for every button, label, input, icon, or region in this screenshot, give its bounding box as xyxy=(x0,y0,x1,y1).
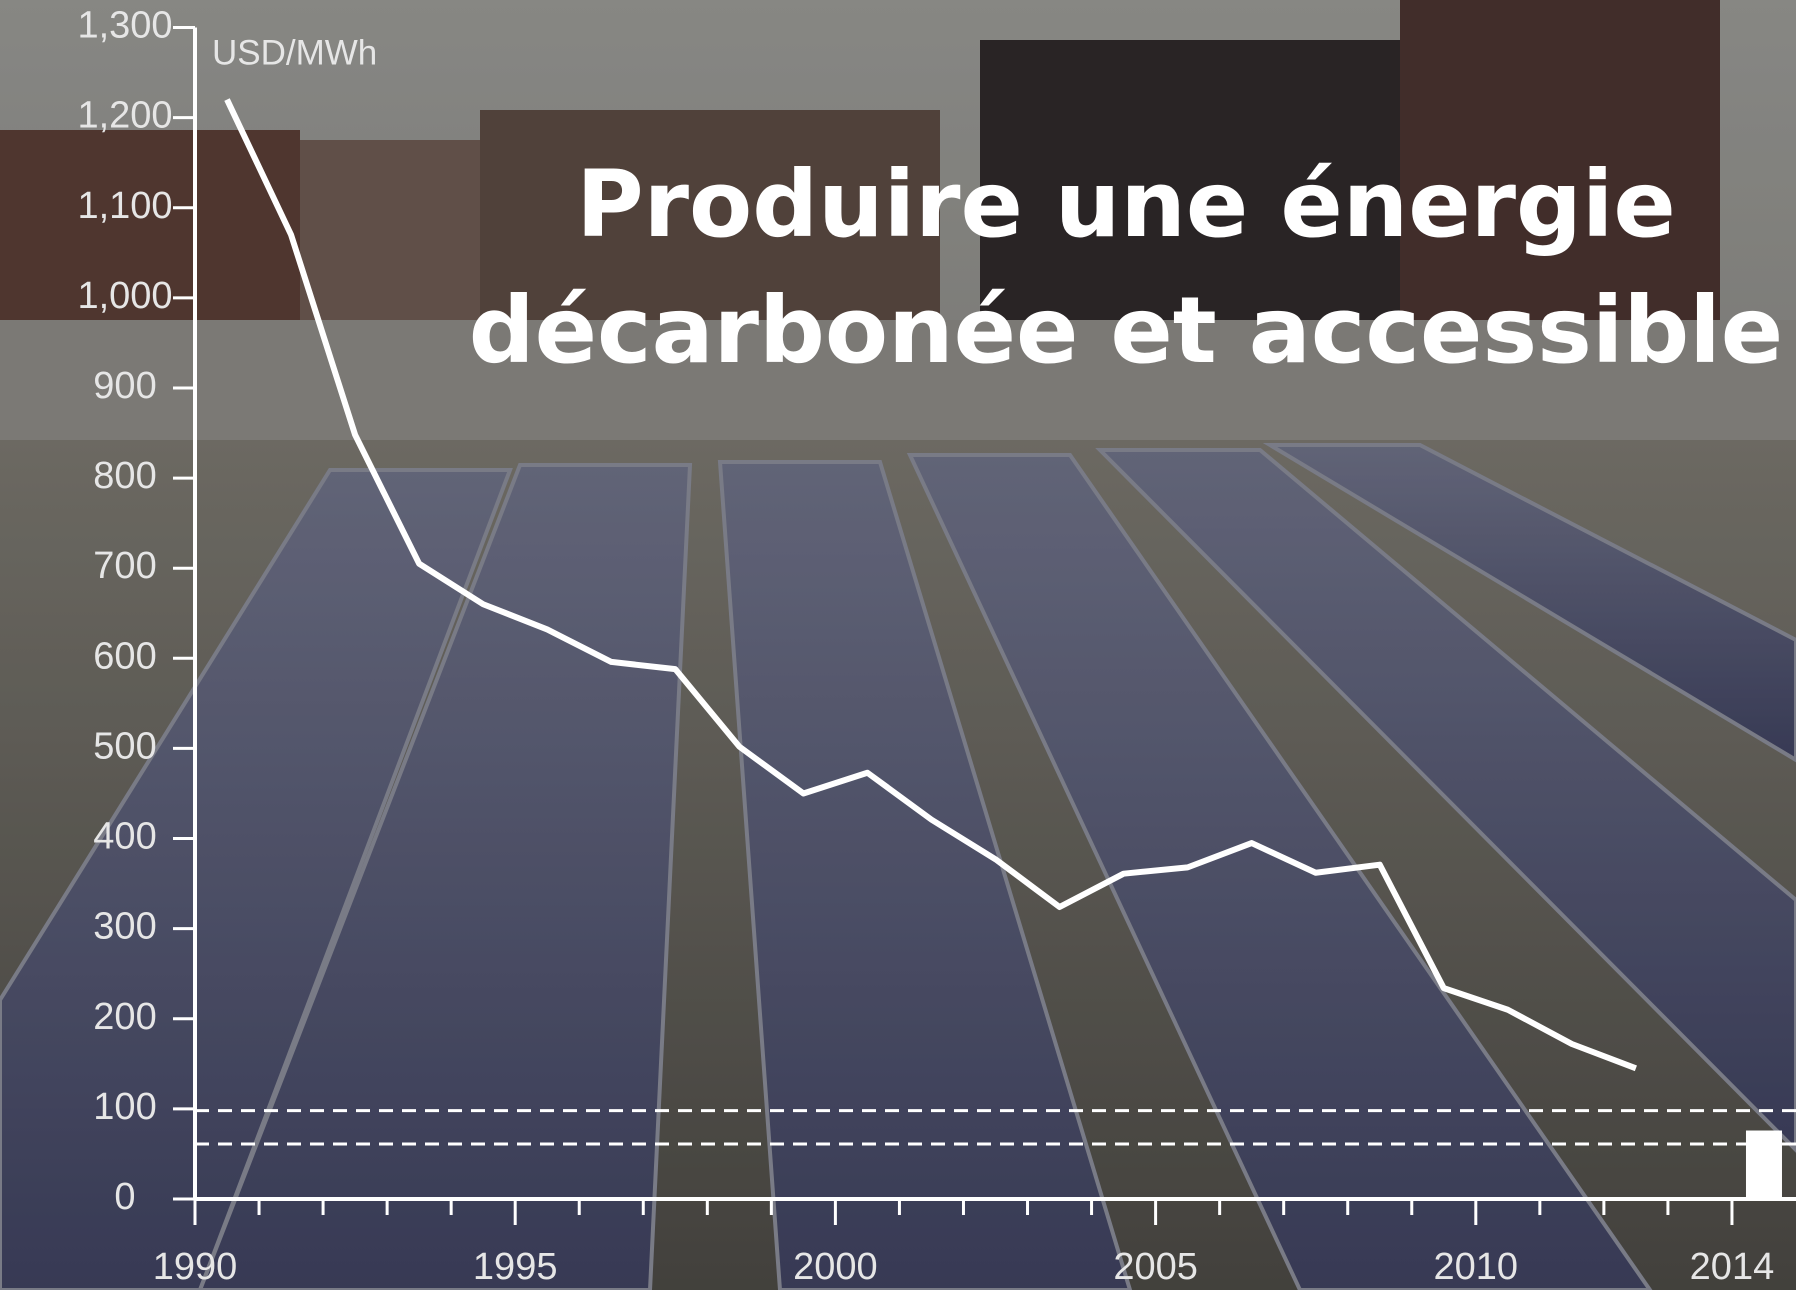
chart: Produire une énergie décarbonée et acces… xyxy=(0,0,1796,1290)
x-tick-label: 2014 xyxy=(1690,1246,1775,1288)
chart-title: Produire une énergie xyxy=(576,151,1676,258)
x-tick-label: 1995 xyxy=(473,1246,558,1288)
y-tick-label: 600 xyxy=(93,635,156,677)
y-tick-label: 900 xyxy=(93,365,156,407)
x-tick-label: 2000 xyxy=(793,1246,878,1288)
x-tick-label: 2010 xyxy=(1434,1246,1519,1288)
bar xyxy=(1746,1131,1782,1199)
y-tick-label: 1,000 xyxy=(77,275,172,317)
y-tick-label: 1,300 xyxy=(77,5,172,47)
y-tick-label: 500 xyxy=(93,725,156,767)
y-tick-label: 200 xyxy=(93,996,156,1038)
y-tick-label: 300 xyxy=(93,906,156,948)
x-tick-label: 1990 xyxy=(153,1246,238,1288)
y-tick-label: 400 xyxy=(93,816,156,858)
chart-title: décarbonée et accessible xyxy=(469,277,1783,384)
y-tick-label: 1,200 xyxy=(77,95,172,137)
y-unit-label: USD/MWh xyxy=(212,33,377,72)
y-tick-label: 1,100 xyxy=(77,185,172,227)
y-tick-label: 100 xyxy=(93,1086,156,1128)
y-tick-label: 0 xyxy=(114,1176,135,1218)
y-tick-label: 700 xyxy=(93,545,156,587)
y-tick-label: 800 xyxy=(93,455,156,497)
x-tick-label: 2005 xyxy=(1113,1246,1198,1288)
page: Produire une énergie décarbonée et acces… xyxy=(0,0,1796,1290)
